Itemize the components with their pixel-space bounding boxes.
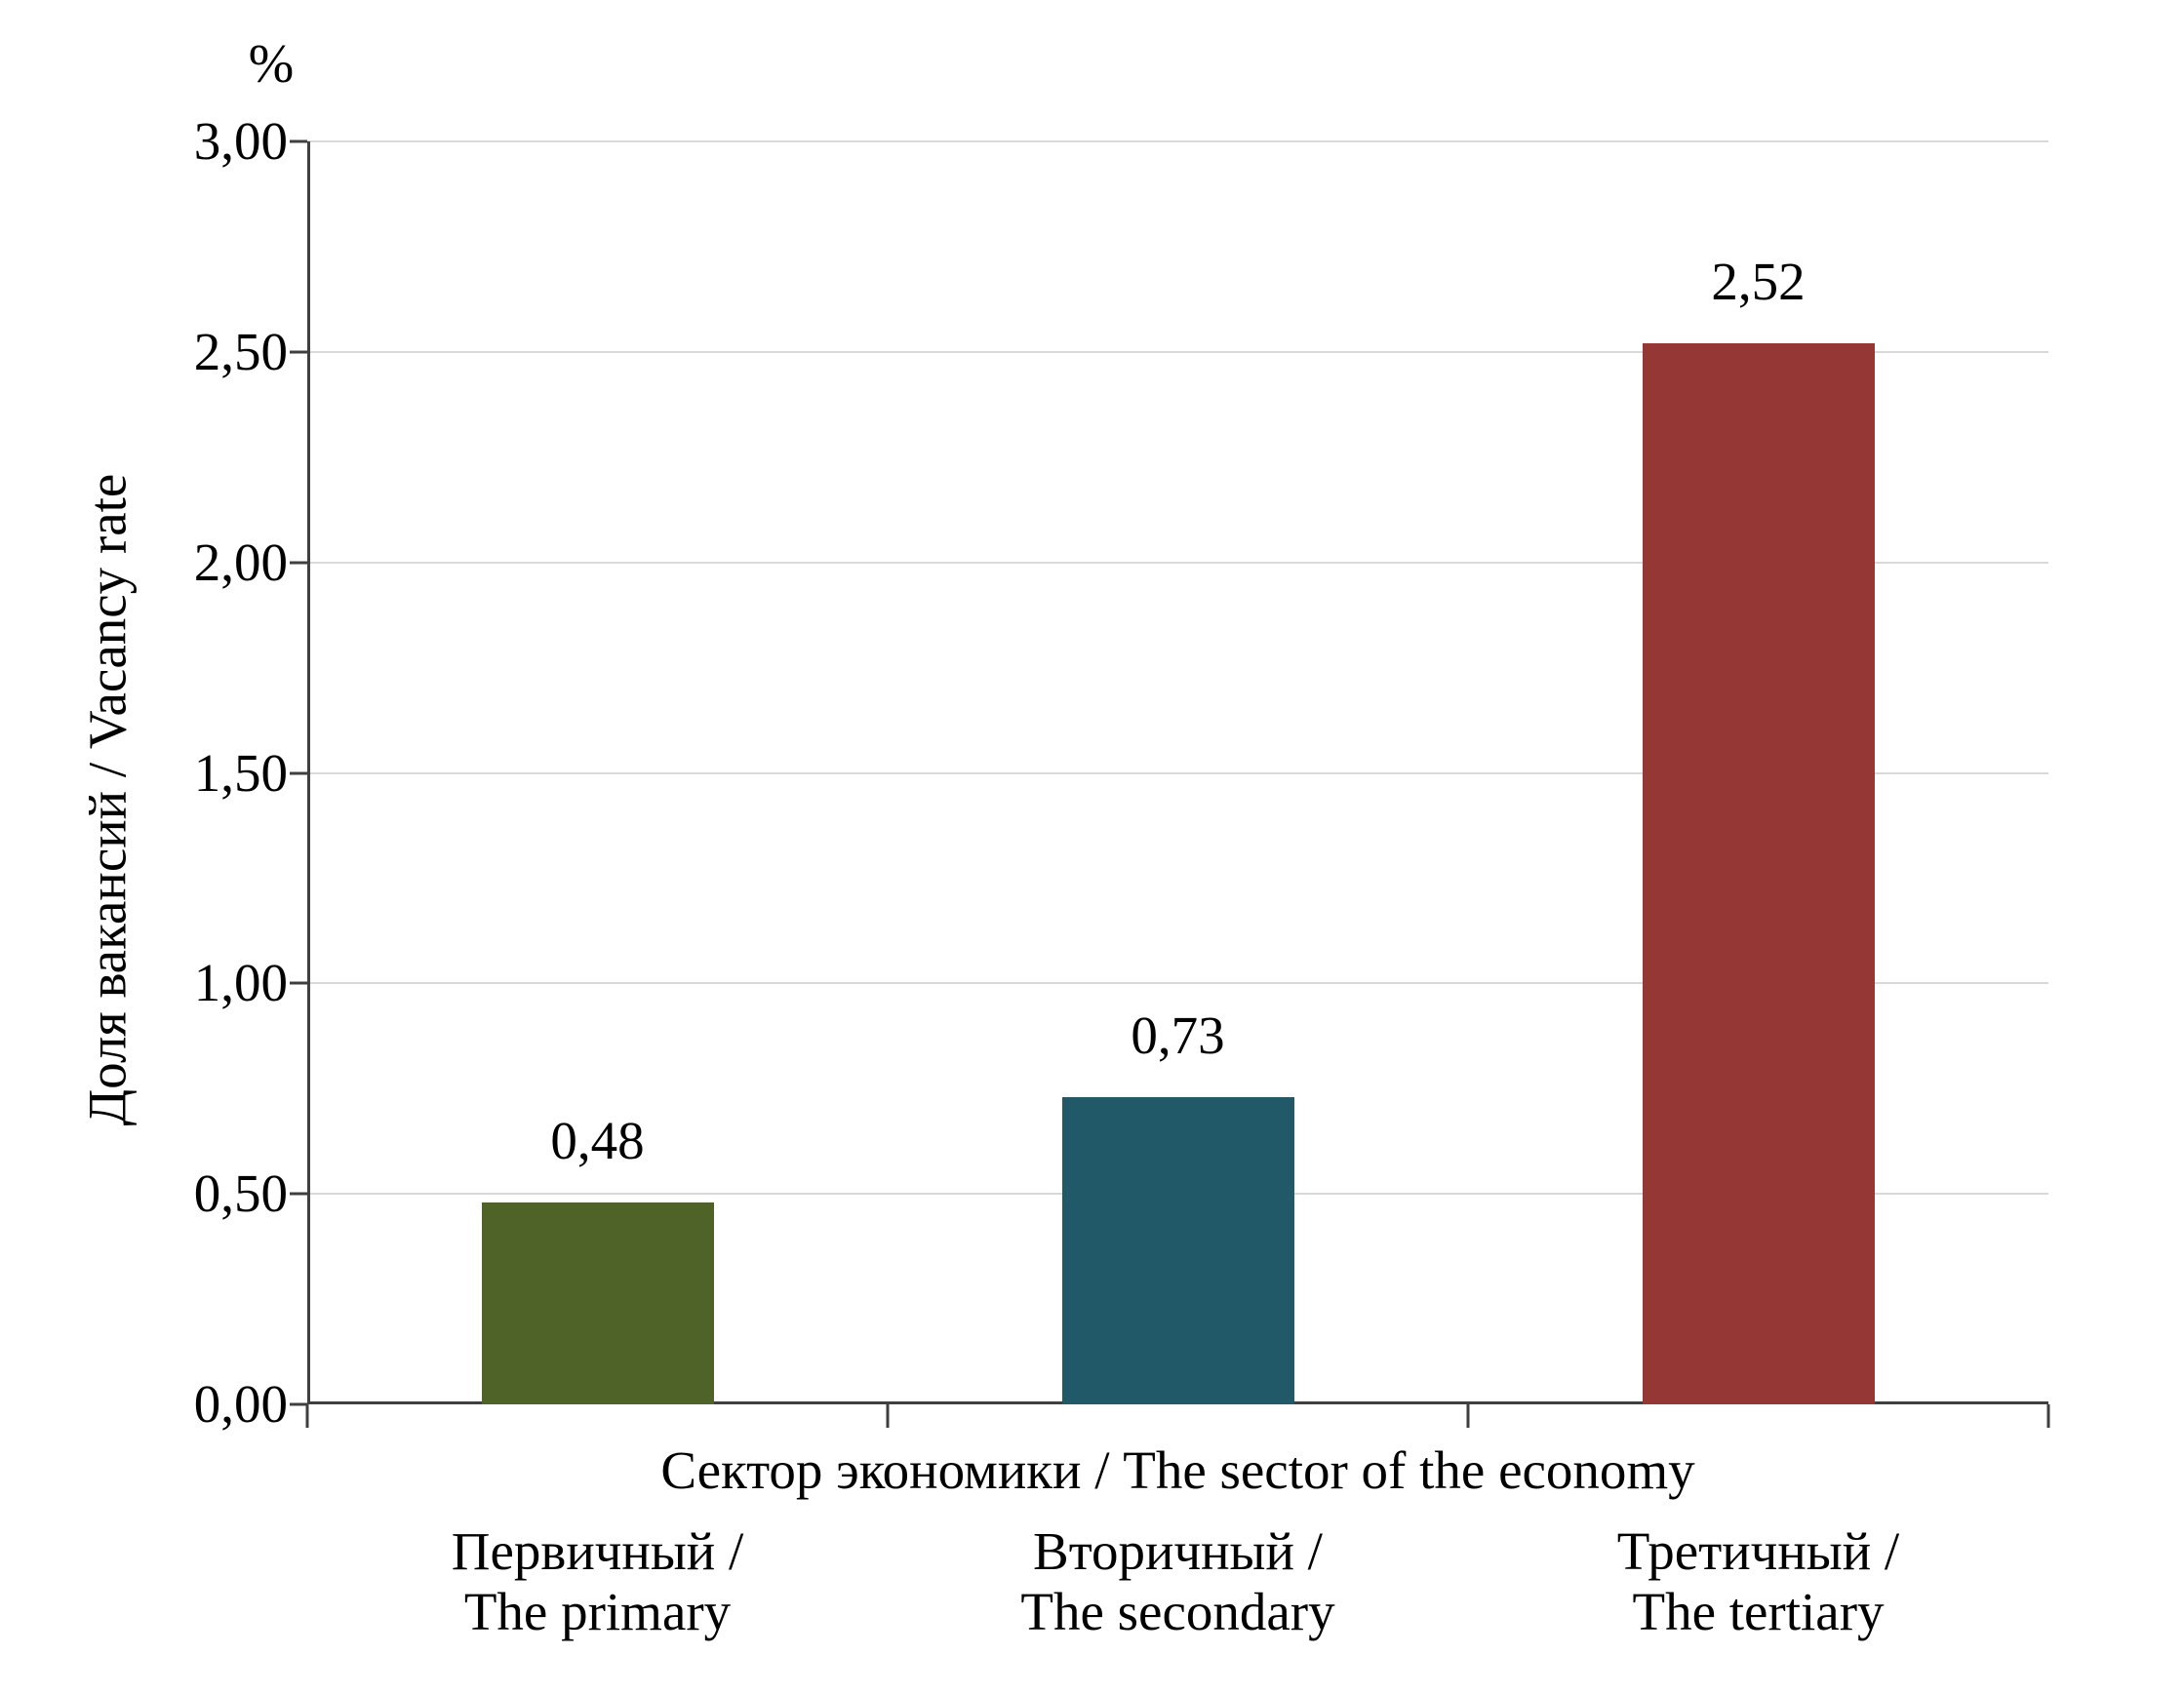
y-tick-label-2,50: 2,50 [193,321,288,381]
y-tick-mark-1,00 [290,981,307,985]
gridline-1,00 [307,982,2048,985]
y-tick-label-3,00: 3,00 [193,111,288,171]
bar-value-label-3: 2,52 [1711,252,1806,312]
x-axis-title: Сектор экономики / The sector of the eco… [660,1440,1695,1500]
y-tick-mark-2,50 [290,350,307,354]
y-tick-label-1,50: 1,50 [193,742,288,803]
x-category-label-3-line-1: Третичный / [1616,1521,1900,1581]
y-tick-label-2,00: 2,00 [193,532,288,592]
y-tick-mark-3,00 [290,139,307,143]
x-category-label-1-line-2: The primary [463,1582,732,1641]
x-category-label-2-line-2: The secondary [1020,1582,1335,1641]
bar-3 [1642,343,1875,1404]
gridline-1,50 [307,771,2048,774]
x-tick-mark-2 [1466,1404,1470,1428]
x-category-label-2-line-1: Вторичный / [1033,1521,1323,1581]
x-tick-mark-3 [2046,1404,2050,1428]
bar-1 [481,1202,714,1404]
y-tick-mark-0,50 [290,1192,307,1196]
y-tick-label-0,00: 0,00 [193,1374,288,1434]
gridline-3,00 [307,140,2048,142]
x-category-label-2: Вторичный / The secondary [888,1521,1468,1642]
x-category-label-3: Третичный / The tertiary [1468,1521,2048,1642]
gridline-2,50 [307,350,2048,353]
x-category-label-1-line-1: Первичный / [451,1521,744,1581]
y-tick-mark-1,50 [290,771,307,774]
y-tick-label-0,50: 0,50 [193,1163,288,1224]
y-axis-unit-label: % [248,34,295,95]
x-tick-mark-1 [886,1404,890,1428]
y-tick-label-1,00: 1,00 [193,953,288,1013]
bar-2 [1061,1096,1294,1404]
bar-value-label-2: 0,73 [1131,1005,1225,1065]
y-tick-mark-0,00 [290,1402,307,1406]
x-category-label-1: Первичный / The primary [307,1521,888,1642]
x-tick-mark-0 [305,1404,309,1428]
y-tick-mark-2,00 [290,561,307,565]
bar-value-label-1: 0,48 [550,1110,645,1170]
x-category-label-3-line-2: The tertiary [1632,1582,1885,1641]
gridline-2,00 [307,561,2048,564]
